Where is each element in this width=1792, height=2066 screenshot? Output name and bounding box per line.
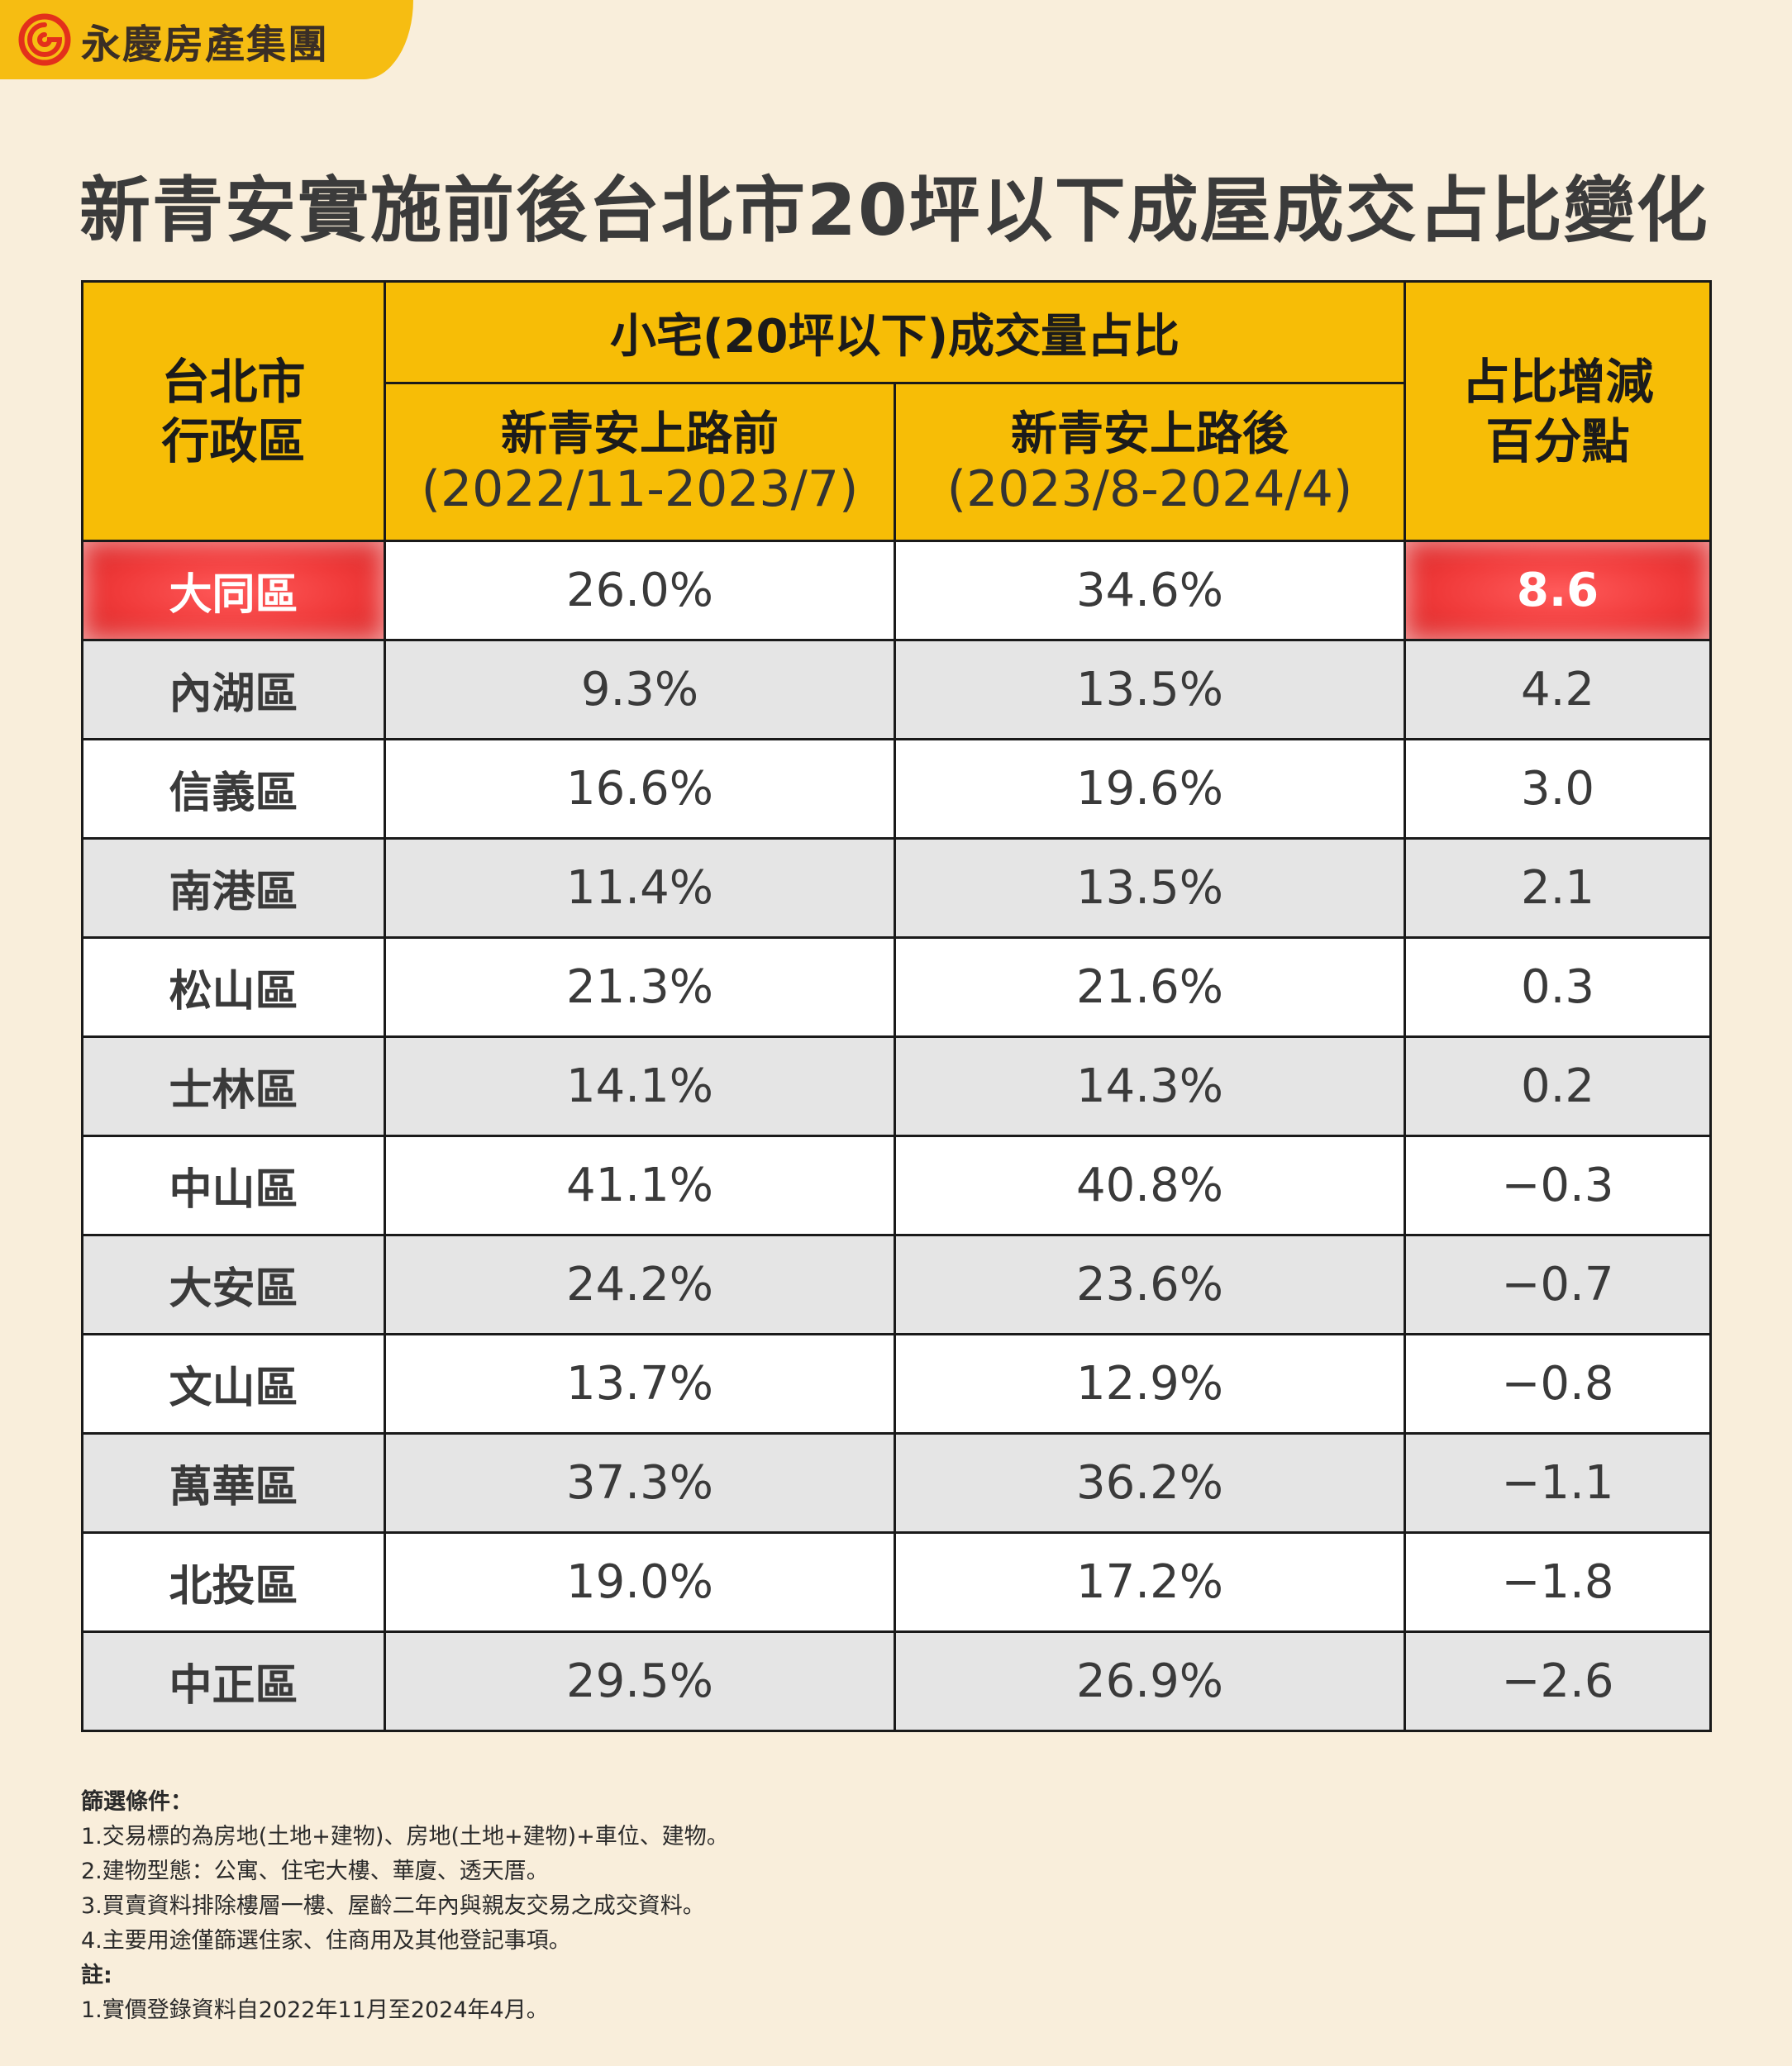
district-cell: 大安區	[81, 1234, 386, 1335]
district-cell: 中山區	[81, 1135, 386, 1236]
filter-heading: 篩選條件：	[81, 1789, 193, 1815]
before-value-cell: 16.6%	[384, 738, 896, 840]
data-table: 台北市 行政區 小宅(20坪以下)成交量占比 占比增減 百分點 新青安上路前 (…	[81, 280, 1712, 1732]
after-value-cell: 21.6%	[894, 936, 1406, 1038]
table-row: 北投區 19.0% 17.2% −1.8	[81, 1531, 1712, 1633]
filter-line: 2.建物型態：公寓、住宅大樓、華廈、透天厝。	[81, 1859, 549, 1884]
district-cell: 北投區	[81, 1531, 386, 1633]
before-value-cell: 14.1%	[384, 1035, 896, 1137]
change-value-cell: −0.3	[1404, 1135, 1712, 1236]
table-row: 文山區 13.7% 12.9% −0.8	[81, 1333, 1712, 1435]
change-value-cell: −1.8	[1404, 1531, 1712, 1633]
after-value-cell: 26.9%	[894, 1630, 1406, 1732]
change-value-cell: −0.7	[1404, 1234, 1712, 1335]
header-change-line2: 百分點	[1485, 412, 1630, 469]
table-row: 中山區 41.1% 40.8% −0.3	[81, 1135, 1712, 1236]
change-value-cell: 2.1	[1404, 837, 1712, 939]
before-value-cell: 19.0%	[384, 1531, 896, 1633]
table-body: 大同區 26.0% 34.6% 8.6 內湖區 9.3% 13.5% 4.2 信義區 16.6% 1…	[81, 540, 1712, 1732]
after-value-cell: 12.9%	[894, 1333, 1406, 1435]
table-row: 士林區 14.1% 14.3% 0.2	[81, 1035, 1712, 1137]
brand-name: 永慶房產集團	[81, 21, 330, 68]
table-row: 大安區 24.2% 23.6% −0.7	[81, 1234, 1712, 1335]
filter-line: 4.主要用途僅篩選住家、住商用及其他登記事項。	[81, 1928, 571, 1954]
district-cell: 萬華區	[81, 1432, 386, 1534]
table-row: 萬華區 37.3% 36.2% −1.1	[81, 1432, 1712, 1534]
filter-line: 3.買賣資料排除樓層一樓、屋齡二年內與親友交易之成交資料。	[81, 1893, 705, 1919]
district-cell: 內湖區	[81, 639, 386, 740]
district-cell: 中正區	[81, 1630, 386, 1732]
table-row: 松山區 21.3% 21.6% 0.3	[81, 936, 1712, 1038]
table-row: 信義區 16.6% 19.6% 3.0	[81, 738, 1712, 840]
before-value-cell: 29.5%	[384, 1630, 896, 1732]
spiral-logo-icon	[18, 13, 71, 66]
after-value-cell: 23.6%	[894, 1234, 1406, 1335]
table-row: 內湖區 9.3% 13.5% 4.2	[81, 639, 1712, 740]
brand-tab: 永慶房產集團	[0, 0, 413, 79]
before-value-cell: 21.3%	[384, 936, 896, 1038]
district-cell: 大同區	[81, 540, 386, 641]
district-cell: 文山區	[81, 1333, 386, 1435]
header-after-period: (2023/8-2024/4)	[946, 460, 1353, 518]
header-before-label: 新青安上路前	[501, 407, 779, 461]
table-row: 南港區 11.4% 13.5% 2.1	[81, 837, 1712, 939]
before-value-cell: 26.0%	[384, 540, 896, 641]
after-value-cell: 34.6%	[894, 540, 1406, 641]
header-before-period: (2022/11-2023/7)	[421, 460, 859, 518]
filter-line: 1.交易標的為房地(土地+建物)、房地(土地+建物)+車位、建物。	[81, 1824, 729, 1849]
table-row: 大同區 26.0% 34.6% 8.6	[81, 540, 1712, 641]
note-line: 1.實價登錄資料自2022年11月至2024年4月。	[81, 1997, 549, 2023]
before-value-cell: 13.7%	[384, 1333, 896, 1435]
header-change-line1: 占比增減	[1461, 353, 1654, 410]
before-value-cell: 9.3%	[384, 639, 896, 740]
change-value-cell: 8.6	[1404, 540, 1712, 641]
after-value-cell: 36.2%	[894, 1432, 1406, 1534]
header-district: 台北市 行政區	[81, 280, 386, 542]
district-cell: 松山區	[81, 936, 386, 1038]
change-value-cell: −0.8	[1404, 1333, 1712, 1435]
page-title: 新青安實施前後台北市20坪以下成屋成交占比變化	[79, 169, 1709, 252]
change-value-cell: −1.1	[1404, 1432, 1712, 1534]
notes: 篩選條件： 1.交易標的為房地(土地+建物)、房地(土地+建物)+車位、建物。 …	[81, 1785, 1404, 2028]
before-value-cell: 37.3%	[384, 1432, 896, 1534]
header-district-line2: 行政區	[161, 412, 306, 469]
note-heading: 註:	[81, 1963, 112, 1988]
after-value-cell: 19.6%	[894, 738, 1406, 840]
change-value-cell: 4.2	[1404, 639, 1712, 740]
header-change: 占比增減 百分點	[1404, 280, 1712, 542]
district-cell: 信義區	[81, 738, 386, 840]
before-value-cell: 24.2%	[384, 1234, 896, 1335]
before-value-cell: 11.4%	[384, 837, 896, 939]
after-value-cell: 13.5%	[894, 639, 1406, 740]
change-value-cell: 0.3	[1404, 936, 1712, 1038]
before-value-cell: 41.1%	[384, 1135, 896, 1236]
after-value-cell: 14.3%	[894, 1035, 1406, 1137]
header-after: 新青安上路後 (2023/8-2024/4)	[894, 382, 1406, 542]
header-group: 小宅(20坪以下)成交量占比	[384, 280, 1406, 384]
after-value-cell: 13.5%	[894, 837, 1406, 939]
change-value-cell: 0.2	[1404, 1035, 1712, 1137]
after-value-cell: 17.2%	[894, 1531, 1406, 1633]
table-row: 中正區 29.5% 26.9% −2.6	[81, 1630, 1712, 1732]
change-value-cell: −2.6	[1404, 1630, 1712, 1732]
header-after-label: 新青安上路後	[1011, 407, 1289, 461]
district-cell: 南港區	[81, 837, 386, 939]
header-district-line1: 台北市	[161, 353, 306, 410]
after-value-cell: 40.8%	[894, 1135, 1406, 1236]
header-before: 新青安上路前 (2022/11-2023/7)	[384, 382, 896, 542]
district-cell: 士林區	[81, 1035, 386, 1137]
change-value-cell: 3.0	[1404, 738, 1712, 840]
